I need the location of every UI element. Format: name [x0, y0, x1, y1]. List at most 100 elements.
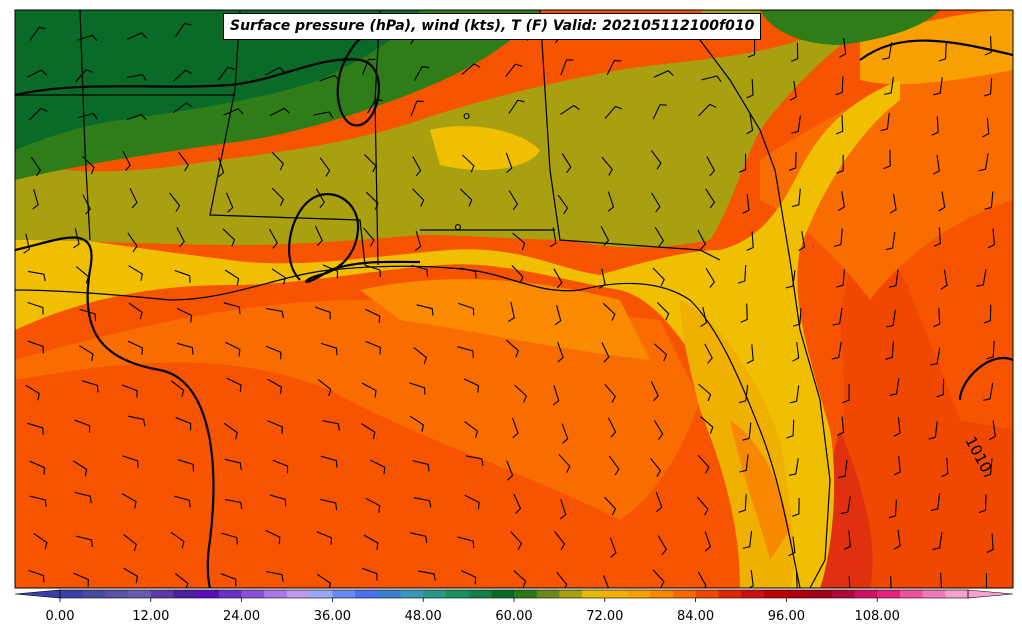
- wind-barb: [938, 191, 946, 212]
- wind-barb: [175, 22, 192, 37]
- wind-barb: [411, 264, 429, 277]
- colorbar-bin: [82, 590, 106, 598]
- colorbar-bin: [763, 590, 787, 598]
- wind-barb: [75, 535, 93, 548]
- wind-barb: [128, 265, 143, 281]
- wind-barb: [513, 493, 522, 514]
- wind-barb: [173, 495, 191, 508]
- wind-barb: [513, 570, 527, 588]
- wind-barb: [882, 42, 893, 60]
- wind-barb: [27, 301, 44, 315]
- wind-barb: [29, 107, 48, 121]
- wind-barb: [940, 269, 948, 290]
- wind-barb: [706, 156, 716, 177]
- wind-barb: [831, 341, 842, 360]
- wind-barb: [463, 378, 479, 393]
- wind-barb: [267, 378, 283, 395]
- wind-barb: [930, 347, 941, 366]
- colorbar-bin: [173, 590, 197, 598]
- wind-barb: [412, 156, 422, 177]
- colorbar-bin: [423, 590, 447, 598]
- wind-barb: [264, 67, 285, 76]
- wind-barb: [74, 491, 92, 504]
- wind-barb: [224, 498, 243, 510]
- wind-barb: [457, 346, 474, 358]
- wind-barb: [842, 384, 850, 404]
- wind-barb: [559, 499, 567, 520]
- colorbar-tick-label: 48.00: [405, 609, 442, 624]
- wind-barb: [508, 190, 519, 211]
- wind-barb: [746, 114, 754, 135]
- colorbar-bin: [536, 590, 560, 598]
- wind-barb: [224, 269, 240, 286]
- wind-barb: [556, 571, 568, 588]
- colorbar-bin: [650, 590, 674, 598]
- wind-barb: [836, 416, 845, 436]
- colorbar-bin: [854, 590, 878, 598]
- wind-barb: [217, 66, 235, 81]
- wind-barb: [505, 152, 513, 174]
- wind-barb: [738, 384, 749, 404]
- wind-barb: [364, 264, 381, 278]
- wind-barb: [698, 383, 712, 402]
- wind-barb: [313, 111, 334, 119]
- wind-barb: [607, 191, 615, 212]
- wind-barb: [269, 228, 278, 249]
- colorbar-bin: [105, 590, 129, 598]
- wind-barb: [413, 347, 427, 365]
- wind-barb: [798, 231, 806, 252]
- wind-barb: [705, 267, 715, 288]
- wind-barb: [738, 494, 747, 513]
- wind-barb: [127, 340, 143, 355]
- wind-barb: [561, 153, 572, 174]
- wind-barb: [704, 531, 712, 552]
- wind-barb: [170, 531, 185, 549]
- wind-barb: [464, 494, 480, 510]
- wind-barb: [988, 420, 996, 441]
- wind-barb: [409, 532, 428, 544]
- wind-barb: [413, 497, 432, 508]
- wind-barb: [225, 192, 234, 213]
- wind-barb: [561, 423, 569, 444]
- wind-barb: [505, 339, 519, 358]
- wind-barb: [123, 567, 139, 584]
- wind-barb: [129, 187, 138, 209]
- wind-barb: [365, 308, 381, 324]
- wind-barb: [986, 340, 995, 360]
- wind-barb: [705, 188, 716, 209]
- wind-barb: [412, 188, 425, 207]
- wind-barb: [885, 232, 896, 251]
- colorbar-tick-label: 0.00: [46, 609, 75, 624]
- wind-barb: [746, 79, 754, 99]
- wind-barb: [604, 383, 616, 403]
- wind-barb: [893, 455, 901, 476]
- wind-barb: [838, 191, 846, 211]
- wind-barb: [746, 231, 754, 251]
- wind-barb: [657, 535, 667, 556]
- colorbar-bin: [741, 590, 765, 598]
- wind-barb: [176, 227, 185, 248]
- wind-barb: [271, 187, 285, 207]
- wind-barb: [122, 150, 131, 171]
- wind-barb: [838, 460, 848, 479]
- wind-barb: [82, 194, 91, 215]
- wind-barb: [418, 570, 436, 581]
- wind-barb: [82, 156, 95, 175]
- colorbar-bin: [945, 590, 969, 598]
- wind-barb: [938, 42, 947, 62]
- colorbar-bin: [400, 590, 424, 598]
- colorbar-bin: [264, 590, 288, 598]
- wind-barb: [29, 460, 46, 475]
- colorbar-bin: [809, 590, 833, 598]
- wind-barb: [984, 36, 992, 56]
- wind-barb: [941, 457, 949, 478]
- wind-barb: [510, 531, 523, 550]
- colorbar-bin: [786, 590, 810, 598]
- colorbar-bin: [287, 590, 311, 598]
- wind-barb: [123, 534, 137, 552]
- wind-barb: [791, 115, 801, 134]
- wind-barb: [23, 233, 31, 254]
- colorbar-bin: [559, 590, 583, 598]
- wind-barb: [27, 422, 44, 435]
- map-title: Surface pressure (hPa), wind (kts), T (F…: [223, 13, 762, 40]
